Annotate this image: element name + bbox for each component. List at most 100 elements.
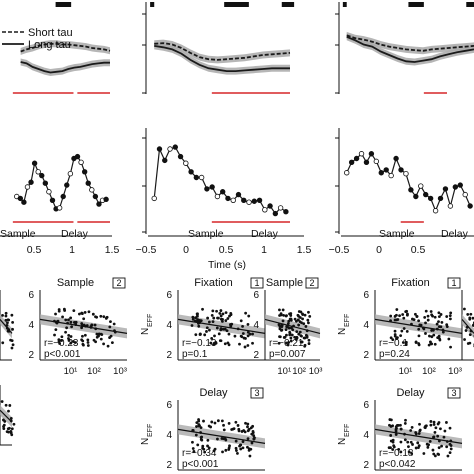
legend-long: Long tau [28,39,71,51]
scatter-point [229,324,233,328]
scatter-point [7,409,10,413]
scatter-point [2,427,6,430]
y-tick-label: 6 [28,290,34,301]
scatter-point [423,315,427,319]
scatter-point [244,337,247,340]
scatter-point [437,311,441,315]
scatter-point [422,452,426,455]
scatter-point [224,448,228,452]
data-point [437,195,444,202]
scatter-point [286,343,290,347]
scatter-point [393,329,397,333]
data-point [172,144,178,150]
x-tick-label: 10³ [113,366,127,377]
scatter-point [197,324,201,328]
scatter-point [83,333,87,337]
scatter-point [234,446,238,450]
data-point [467,203,473,209]
data-point [272,210,279,217]
scatter-point [246,445,249,449]
scatter-point [429,420,433,423]
scatter-point [287,326,291,330]
data-point [219,189,226,195]
scatter-point [432,423,436,426]
scatter-point [195,425,198,428]
scatter-point [227,422,231,425]
scatter-point [289,339,293,343]
scatter-point [241,324,244,328]
data-point [262,207,268,213]
scatter-point [95,315,99,319]
scatter-point [401,341,405,344]
data-point [225,195,231,202]
scatter-point [233,334,237,338]
scatter-point [93,323,97,327]
stat-r: r=−0.1 [379,338,408,349]
scatter-point [216,419,220,423]
data-point [403,170,409,177]
data-point [344,170,350,176]
row2-example-timecourses [0,128,474,237]
scatter-point [418,422,421,426]
scatter-point [57,309,61,313]
panel-number-box [250,277,264,289]
scatter-point [57,338,61,342]
data-point [17,195,24,202]
scatter-point [102,315,106,319]
scatter-point [64,330,67,334]
scatter-point [432,452,436,456]
data-point [283,208,289,215]
scatter-point [54,312,57,316]
scatter-point [293,317,297,321]
scatter-point [307,321,310,325]
scatter-point [307,342,311,345]
scatter-point [222,428,226,432]
scatter-point [191,317,195,321]
scatter-point [302,322,306,326]
data-point [92,193,99,200]
data-point [81,169,88,175]
x-tick-label: 10³ [448,366,462,377]
band-long [20,58,110,76]
scatter-point [199,426,203,429]
scatter-point [112,322,116,326]
n-eff-subscript: EFF [147,424,154,437]
epoch-label-delay-left: Delay [61,228,89,240]
scatter-point [235,449,238,452]
scatter-point [280,328,283,332]
scatter-point [424,321,427,325]
data-point [452,184,459,190]
scatter-point [285,333,288,337]
data-point [256,197,263,203]
scatter-point [7,430,10,434]
scatter-point [241,332,245,335]
stat-r: r=−0.13 [182,338,217,349]
scatter-point [396,336,399,340]
scatter-point [244,421,247,425]
scatter-point [429,340,432,344]
data-point [408,187,414,193]
scatter-point [296,318,300,322]
scatter-point [389,314,393,318]
scatter-point [224,319,228,322]
data-point [64,182,70,188]
scatter-point [62,307,66,311]
data-point [413,193,419,200]
scatter-point [222,437,225,441]
scatter-point [201,307,204,311]
scatter-point [432,333,436,337]
scatter-point [427,343,431,347]
scatter-point [227,332,231,336]
scatter-point [194,333,198,337]
stat-p: p<0.001 [182,459,219,470]
y-tick-label: 2 [166,460,172,471]
scatter-point [213,421,217,425]
tick-mid-3: 1 [261,244,267,256]
data-point [198,174,205,181]
panel-number: 1 [254,278,259,288]
scatter-point [424,424,427,428]
scatter-point [431,314,434,318]
data-point [383,167,389,173]
